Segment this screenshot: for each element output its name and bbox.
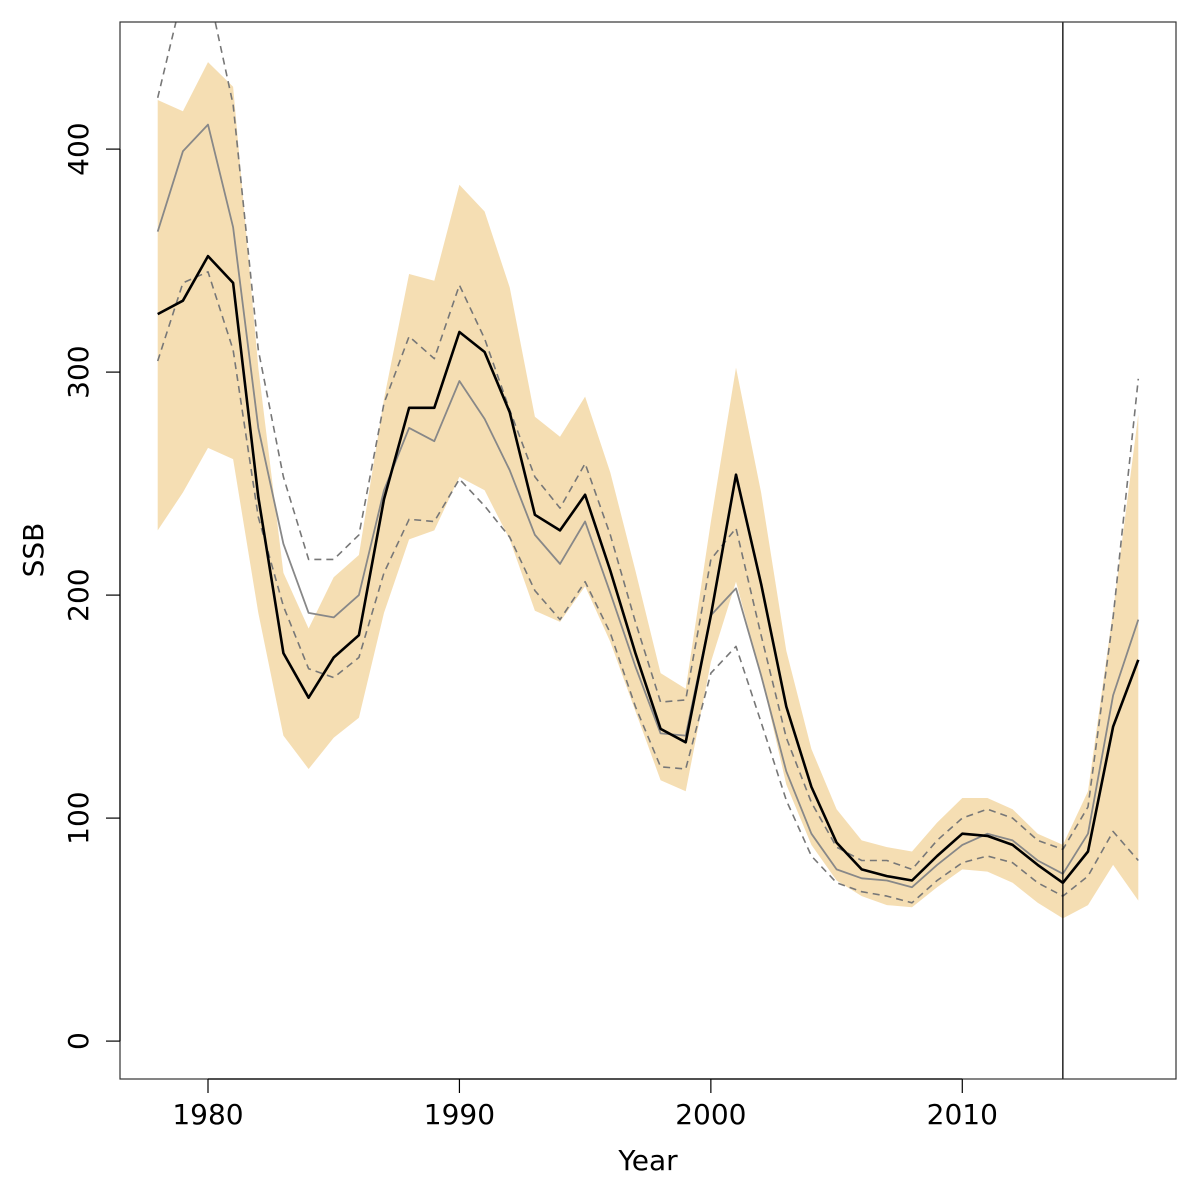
series-line-estimate [157,254,1140,885]
series-line-upper-dashed [156,22,1140,871]
y-tick-label: 100 [62,791,95,844]
series-layer [156,22,1140,904]
x-tick-label: 2000 [675,1098,746,1131]
y-tick-label: 300 [62,345,95,398]
y-axis-label: SSB [17,523,50,578]
confidence-band [157,62,1139,919]
x-tick-label: 1990 [424,1098,495,1131]
series-line-alternative-estimate [156,123,1140,889]
y-axis: 0 100 200 300 400 [62,122,121,1050]
y-tick-label: 0 [62,1032,95,1050]
x-tick-label: 1980 [172,1098,243,1131]
x-axis-label: Year [617,1144,678,1177]
x-tick-label: 2010 [927,1098,998,1131]
y-tick-label: 400 [62,122,95,175]
confidence-band-layer [157,62,1139,919]
x-axis: 1980 1990 2000 2010 [172,1078,998,1131]
y-tick-label: 200 [62,568,95,621]
series-line-lower-dashed [156,270,1139,904]
